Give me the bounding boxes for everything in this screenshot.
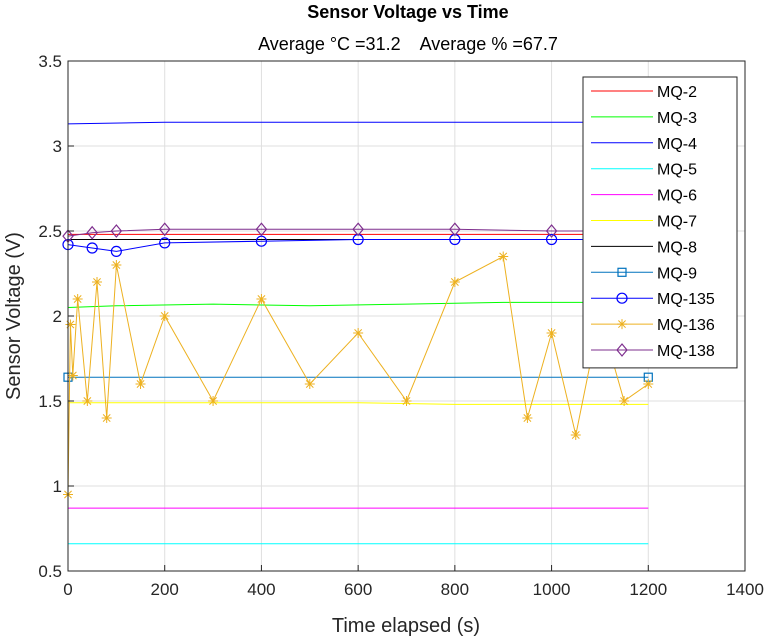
data-point-mq-136 [619,396,630,406]
y-tick-label: 2.5 [38,222,62,241]
legend-label: MQ-3 [657,110,697,127]
legend-marker [617,319,627,330]
x-tick-label: 1200 [629,580,667,599]
y-axis-label: Sensor Voltage (V) [3,232,25,400]
legend-label: MQ-5 [657,162,697,179]
y-tick-label: 1.5 [38,392,62,411]
data-point-mq-136 [111,260,122,270]
data-point-mq-135 [159,237,171,249]
data-point-mq-136 [498,251,509,262]
legend-entry-mq-3: MQ-3 [591,110,697,127]
legend-marker [616,343,628,357]
legend-entry-mq-4: MQ-4 [591,136,697,153]
data-point-mq-138 [110,224,123,238]
data-point-mq-138 [158,222,171,237]
legend-label: MQ-2 [657,84,697,101]
data-point-mq-136 [92,277,103,287]
data-point-mq-136 [208,396,219,406]
legend-entry-mq-2: MQ-2 [591,84,697,101]
data-point-mq-136 [67,370,78,381]
legend-label: MQ-136 [657,317,715,334]
data-point-mq-136 [101,413,112,423]
data-point-mq-138 [86,225,98,240]
data-point-mq-136 [353,328,364,338]
data-point-mq-135 [86,242,98,254]
series-mq-7 [68,402,649,405]
series-line-mq-4 [67,121,649,125]
legend-marker [617,267,627,277]
data-point-mq-136 [135,379,146,389]
legend-box [582,76,738,369]
data-point-mq-136 [401,396,412,406]
legend: MQ-2 MQ-3 MQ-4 MQ-5 MQ-6 MQ-7 MQ-8 MQ-9 MQ-135 MQ… [582,76,738,369]
x-tick-label: 1000 [533,580,571,599]
x-tick-label: 800 [441,580,469,599]
data-point-mq-138 [449,222,461,237]
x-axis-label: Time elapsed (s) [332,615,480,637]
x-tick-label: 600 [344,580,372,599]
data-point-mq-136 [643,379,654,389]
data-point-mq-138 [255,222,268,237]
chart-subtitle: Average °C =31.2 Average % =67.7 [258,34,558,54]
legend-entry-mq-136: MQ-136 [591,317,715,334]
data-point-mq-136 [570,430,581,440]
y-tick-label: 2 [53,307,62,326]
y-axis-ticks: 0.5 1 1.5 2 2.5 3 3.5 [38,52,74,581]
legend-entry-mq-7: MQ-7 [591,214,697,231]
data-point-mq-136 [72,294,83,304]
data-point-mq-138 [352,222,364,237]
data-point-mq-136 [256,294,267,304]
legend-label: MQ-135 [657,291,715,308]
chart-title: Sensor Voltage vs Time [307,2,508,22]
legend-label: MQ-9 [657,265,697,282]
series-layer [62,121,655,545]
legend-entry-mq-6: MQ-6 [591,188,697,205]
data-point-mq-136 [65,319,76,330]
x-axis-ticks: 0 200 400 600 800 1000 1200 1400 [63,565,764,599]
legend-entry-mq-9: MQ-9 [591,265,697,282]
data-point-mq-136 [546,328,557,338]
series-mq-4 [67,121,649,125]
legend-entry-mq-138: MQ-138 [591,343,715,360]
data-point-mq-136 [82,396,93,406]
legend-label: MQ-7 [657,214,697,231]
x-tick-label: 0 [63,580,72,599]
data-point-mq-135 [545,233,558,246]
y-tick-label: 3.5 [38,52,62,71]
legend-marker [616,292,628,304]
series-line-mq-135 [67,239,649,252]
data-point-mq-136 [522,413,533,423]
y-tick-label: 0.5 [38,562,62,581]
legend-label: MQ-138 [657,343,715,360]
legend-label: MQ-6 [657,188,697,205]
series-line-mq-138 [67,228,649,237]
legend-entry-mq-5: MQ-5 [591,162,697,179]
data-point-mq-135 [110,245,122,257]
data-point-mq-136 [159,311,170,321]
x-tick-label: 1400 [726,580,764,599]
legend-label: MQ-4 [657,136,697,153]
data-point-mq-136 [449,277,460,287]
y-tick-label: 3 [53,137,62,156]
series-line-mq-7 [68,402,649,405]
y-tick-label: 1 [53,477,62,496]
legend-entry-mq-135: MQ-135 [591,291,715,308]
legend-entry-mq-8: MQ-8 [591,239,697,256]
data-point-mq-138 [545,224,558,238]
legend-label: MQ-8 [657,239,697,256]
x-tick-label: 400 [247,580,275,599]
x-tick-label: 200 [151,580,179,599]
data-point-mq-136 [304,379,315,389]
